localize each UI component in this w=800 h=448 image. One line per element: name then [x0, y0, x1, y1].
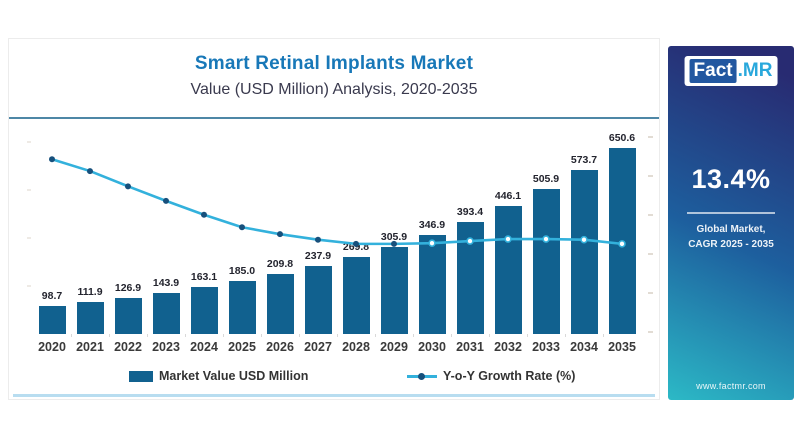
legend-item-bar: Market Value USD Million [129, 369, 308, 383]
bar-2034 [570, 169, 598, 334]
website-url: www.factmr.com [696, 381, 766, 391]
page-title: Smart Retinal Implants Market [194, 53, 474, 74]
axis-tick [27, 237, 31, 239]
bar-value-label: 143.9 [152, 276, 180, 289]
card-bottom-strip [13, 393, 655, 397]
bar-2027 [304, 265, 332, 334]
baseline-tick [337, 334, 338, 337]
x-axis-label: 2024 [190, 340, 218, 354]
baseline-tick [603, 334, 604, 337]
x-axis-label: 2031 [456, 340, 484, 354]
x-axis-label: 2020 [38, 340, 66, 354]
plot-area: 98.7 2020 111.9 2021 126.9 2022 143.9 2023 163.1… [9, 119, 661, 401]
bar-2021 [76, 302, 104, 334]
baseline-tick [565, 334, 566, 337]
x-axis-label: 2021 [76, 340, 104, 354]
bar-2031 [456, 221, 484, 334]
baseline-tick [413, 334, 414, 337]
bar-value-label: 505.9 [532, 173, 560, 186]
bar-value-label: 650.6 [608, 132, 636, 144]
bar-value-label: 393.4 [456, 205, 484, 218]
line-swatch-icon [407, 371, 437, 382]
chart-legend: Market Value USD Million Y-o-Y Growth Ra… [9, 369, 659, 389]
axis-tick [648, 136, 653, 138]
axis-tick [648, 253, 653, 255]
bar-value-label: 163.1 [190, 271, 218, 284]
axis-tick [27, 285, 31, 287]
bar-value-label: 185.0 [228, 265, 256, 278]
x-axis-label: 2029 [380, 340, 408, 354]
bar-value-label: 237.9 [304, 249, 332, 262]
brand-sidebar: Fact .MR 13.4% Global Market, CAGR 2025 … [668, 46, 794, 400]
bar-value-label: 126.9 [114, 281, 142, 294]
cagr-caption-line1: Global Market, [696, 224, 766, 235]
baseline-tick [147, 334, 148, 337]
logo-fact-text: Fact [689, 59, 737, 83]
x-axis-label: 2022 [114, 340, 142, 354]
x-axis-label: 2032 [494, 340, 522, 354]
cagr-divider [687, 212, 775, 214]
x-axis-label: 2035 [608, 340, 636, 354]
axis-tick [27, 141, 31, 143]
bar-2023 [152, 292, 180, 334]
chart-card: Smart Retinal Implants Market Value (USD… [8, 38, 660, 400]
bar-2029 [380, 246, 408, 334]
cagr-caption-line2: CAGR 2025 - 2035 [688, 239, 774, 250]
axis-tick [648, 175, 653, 177]
legend-bar-label: Market Value USD Million [159, 369, 309, 383]
bar-value-label: 111.9 [77, 286, 103, 298]
baseline-tick [109, 334, 110, 337]
bar-2033 [532, 189, 560, 334]
bar-swatch-icon [129, 370, 153, 382]
axis-tick [648, 214, 653, 216]
bar-value-label: 98.7 [41, 289, 63, 302]
legend-item-line: Y-o-Y Growth Rate (%) [407, 369, 575, 383]
x-axis-label: 2025 [228, 340, 256, 354]
bar-2032 [494, 206, 522, 334]
bar-value-label: 446.1 [494, 190, 522, 203]
page-subtitle: Value (USD Million) Analysis, 2020-2035 [190, 81, 478, 98]
baseline-tick [223, 334, 224, 337]
baseline-tick [185, 334, 186, 337]
baseline-tick [527, 334, 528, 337]
title-divider [9, 117, 659, 119]
x-axis-label: 2023 [152, 340, 180, 354]
logo-mr-text: .MR [737, 60, 773, 81]
x-axis-label: 2030 [418, 340, 446, 354]
baseline-tick [451, 334, 452, 337]
axis-tick [648, 331, 653, 333]
bar-2020 [38, 305, 66, 334]
baseline-tick [261, 334, 262, 337]
cagr-value: 13.4% [691, 164, 771, 194]
bar-2022 [114, 297, 142, 334]
bar-value-label: 346.9 [418, 218, 446, 231]
axis-tick [648, 292, 653, 294]
legend-line-label: Y-o-Y Growth Rate (%) [443, 369, 576, 383]
bar-2035 [608, 148, 636, 334]
factmr-logo: Fact .MR [684, 56, 778, 86]
bar-2024 [190, 287, 218, 334]
baseline-tick [71, 334, 72, 337]
x-axis-label: 2028 [342, 340, 370, 354]
baseline-tick [375, 334, 376, 337]
axis-tick [27, 189, 31, 191]
baseline-tick [489, 334, 490, 337]
bar-value-label: 305.9 [380, 230, 408, 243]
baseline-tick [299, 334, 300, 337]
bar-value-label: 269.8 [342, 240, 370, 253]
cagr-caption: Global Market, CAGR 2025 - 2035 [668, 222, 794, 252]
x-axis-label: 2027 [304, 340, 332, 354]
x-axis-label: 2034 [570, 340, 598, 354]
x-axis-label: 2033 [532, 340, 560, 354]
bar-2030 [418, 234, 446, 334]
bar-value-label: 209.8 [266, 258, 294, 271]
bar-2025 [228, 281, 256, 334]
bar-2028 [342, 256, 370, 334]
x-axis-label: 2026 [266, 340, 294, 354]
bar-value-label: 573.7 [570, 153, 598, 166]
bar-2026 [266, 274, 294, 334]
